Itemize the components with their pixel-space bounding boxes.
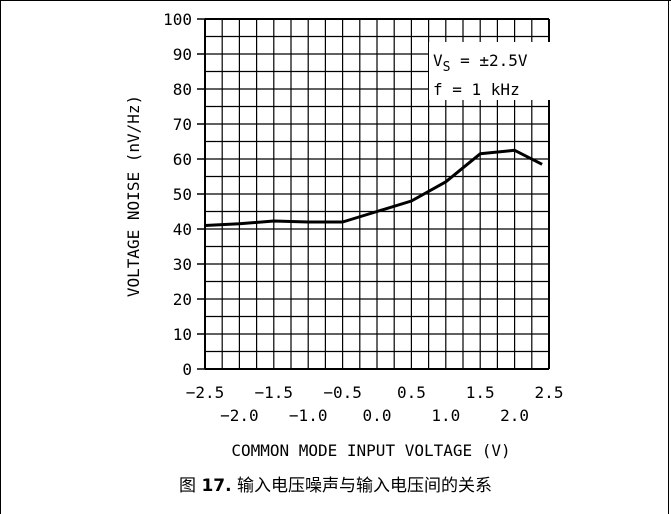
x-tick-label: −2.5 xyxy=(186,383,225,402)
annotation-vs: VS = ±2.5V xyxy=(433,51,528,75)
y-tick-label: 100 xyxy=(163,10,192,29)
y-tick-label: 40 xyxy=(173,220,192,239)
y-tick-label: 60 xyxy=(173,150,192,169)
y-tick-label: 0 xyxy=(182,360,192,379)
y-tick-label: 90 xyxy=(173,45,192,64)
y-tick-label: 70 xyxy=(173,115,192,134)
x-tick-labels: −2.5 −1.5 −0.5 0.5 1.5 2.5 −2.0 −1.0 0.0 1.0 2.0 xyxy=(186,383,564,425)
x-tick-label: 1.5 xyxy=(466,383,495,402)
figure-caption: 图 17. 输入电压噪声与输入电压间的关系 xyxy=(0,471,671,496)
y-tick-label: 10 xyxy=(173,325,192,344)
x-tick-label: 2.5 xyxy=(535,383,564,402)
x-axis-label: COMMON MODE INPUT VOLTAGE (V) xyxy=(231,441,510,460)
chart-grid xyxy=(204,18,550,370)
caption-prefix: 图 xyxy=(179,476,202,496)
caption-text: 输入电压噪声与输入电压间的关系 xyxy=(231,476,492,496)
y-tick-labels: 0 10 20 30 40 50 60 70 80 90 100 xyxy=(163,10,205,379)
x-tick-label: −1.0 xyxy=(289,406,328,425)
x-tick-label: −1.5 xyxy=(255,383,294,402)
annotation-freq: f = 1 kHz xyxy=(433,80,520,99)
y-tick-label: 30 xyxy=(173,255,192,274)
x-tick-label: 2.0 xyxy=(500,406,529,425)
y-tick-label: 50 xyxy=(173,185,192,204)
x-tick-label: 0.0 xyxy=(363,406,392,425)
series-line xyxy=(204,148,543,227)
x-tick-label: −0.5 xyxy=(323,383,362,402)
caption-number: 17. xyxy=(201,476,232,496)
y-tick-label: 20 xyxy=(173,290,192,309)
y-tick-label: 80 xyxy=(173,80,192,99)
x-tick-label: 0.5 xyxy=(397,383,426,402)
x-tick-label: −2.0 xyxy=(220,406,259,425)
x-tick-label: 1.0 xyxy=(431,406,460,425)
figure-frame-top xyxy=(0,0,671,1)
annotation-box: VS = ±2.5V f = 1 kHz xyxy=(429,42,553,100)
y-axis-label: VOLTAGE NOISE (nV/Hz) xyxy=(124,95,143,297)
